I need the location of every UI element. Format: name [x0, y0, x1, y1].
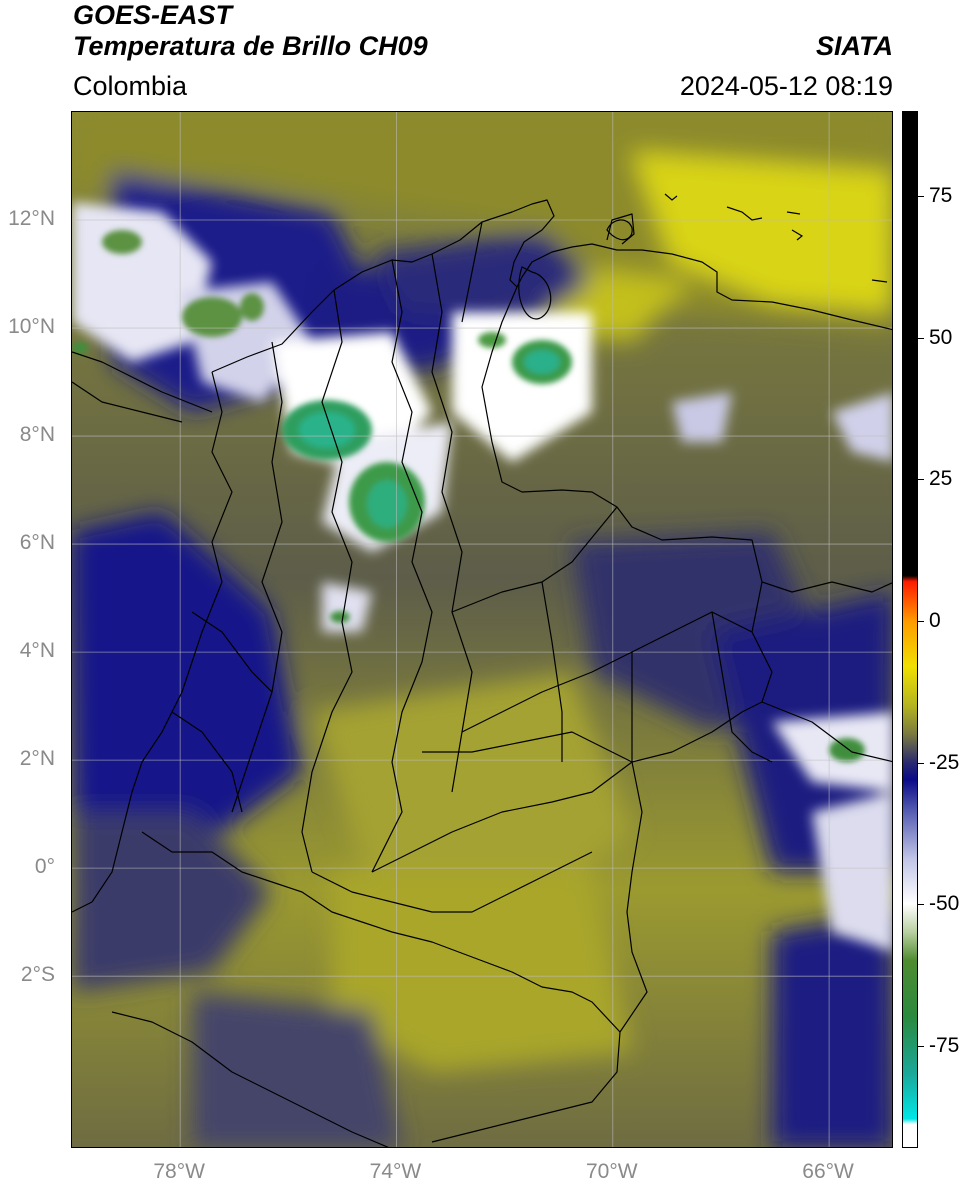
agency-label: SIATA	[816, 31, 893, 61]
lat-tick-label: 10°N	[8, 315, 55, 339]
colorbar-tick	[918, 621, 924, 622]
colorbar-tick-label: -25	[929, 750, 960, 774]
colorbar-tick	[918, 762, 924, 764]
map-canvas	[72, 112, 892, 1147]
lat-tick-label: 2°N	[19, 747, 55, 771]
colorbar-tick	[918, 904, 924, 906]
map-gridlines	[72, 112, 892, 1147]
colorbar-tick	[918, 479, 924, 481]
colorbar-tick	[918, 196, 924, 197]
lat-tick-label: 0°	[34, 855, 55, 879]
colorbar-tick-label: -50	[929, 892, 960, 916]
temperature-colorbar	[902, 111, 918, 1148]
colorbar-tick-label: -75	[929, 1034, 960, 1057]
lon-tick-label: 66°W	[802, 1160, 854, 1183]
colorbar-tick-label: 0	[929, 609, 941, 632]
colorbar-tick-label: 25	[929, 467, 953, 491]
lat-tick-label: 4°N	[19, 639, 55, 663]
colorbar-tick-label: 75	[929, 184, 953, 207]
chart-title: GOES-EAST	[73, 0, 233, 30]
lon-tick-label: 70°W	[585, 1160, 638, 1183]
satellite-map[interactable]	[71, 111, 893, 1148]
region-label: Colombia	[73, 71, 188, 101]
lat-tick-label: 6°N	[19, 531, 55, 555]
chart-subtitle: Temperatura de Brillo CH09	[73, 31, 428, 61]
caribbean-islands	[606, 193, 888, 283]
colorbar-tick	[918, 337, 924, 339]
brightness-temperature-field	[72, 112, 892, 1147]
lon-tick-label: 78°W	[153, 1160, 205, 1183]
colorbar-tick	[918, 1046, 924, 1047]
lon-tick-label: 74°W	[369, 1160, 422, 1183]
country-borders	[72, 199, 892, 1147]
lat-tick-label: 2°S	[20, 963, 55, 987]
timestamp-label: 2024-05-12 08:19	[679, 71, 893, 101]
lake-maracaibo	[518, 266, 552, 320]
lat-tick-label: 8°N	[19, 423, 55, 447]
lat-tick-label: 12°N	[8, 207, 55, 231]
colorbar-tick-label: 50	[929, 325, 953, 349]
